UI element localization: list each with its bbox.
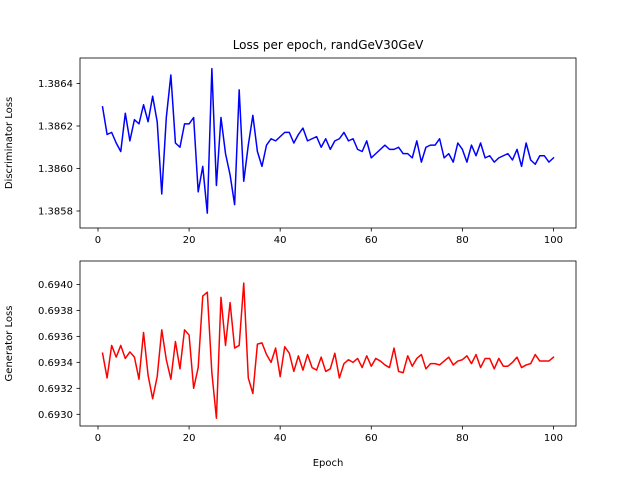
discriminator-loss-panel: 0 20 40 60 80 100 1.3858 1.3860 1.3862 1.3864 Disc… <box>4 57 577 246</box>
generator-x-tick-label: 0 <box>95 433 101 444</box>
discriminator-x-tick-label: 60 <box>365 235 378 246</box>
generator-loss-panel: 0 20 40 60 80 100 0.6930 0.6932 0.6934 0.6936 0.69… <box>4 260 577 469</box>
generator-y-tick-label: 0.6930 <box>38 410 73 421</box>
generator-x-axis-label: Epoch <box>313 458 344 469</box>
generator-x-tick-label: 60 <box>365 433 378 444</box>
discriminator-y-tick-label: 1.3864 <box>38 79 73 90</box>
discriminator-x-tick-label: 40 <box>274 235 287 246</box>
discriminator-x-tick-label: 80 <box>456 235 469 246</box>
generator-y-axis-label: Generator Loss <box>4 306 15 382</box>
generator-axes-frame <box>79 260 577 427</box>
generator-y-tick-label: 0.6936 <box>38 332 73 343</box>
discriminator-y-axis-label: Discriminator Loss <box>4 97 15 189</box>
generator-x-tick-label: 40 <box>274 433 287 444</box>
generator-y-tick-label: 0.6934 <box>38 358 73 369</box>
discriminator-loss-line <box>101 67 555 214</box>
generator-loss-line <box>101 282 555 419</box>
generator-y-tick-label: 0.6938 <box>38 306 73 317</box>
discriminator-y-tick-label: 1.3860 <box>38 164 73 175</box>
generator-x-tick-label: 100 <box>544 433 563 444</box>
discriminator-x-tick-label: 100 <box>544 235 563 246</box>
discriminator-x-tick-label: 0 <box>95 235 101 246</box>
generator-x-tick-label: 20 <box>183 433 196 444</box>
chart-title: Loss per epoch, randGeV30GeV <box>233 38 424 52</box>
discriminator-y-tick-label: 1.3862 <box>38 122 73 133</box>
generator-y-tick-label: 0.6940 <box>38 280 73 291</box>
discriminator-y-tick-label: 1.3858 <box>38 207 73 218</box>
generator-y-tick-label: 0.6932 <box>38 384 73 395</box>
generator-x-tick-label: 80 <box>456 433 469 444</box>
discriminator-x-tick-label: 20 <box>183 235 196 246</box>
discriminator-axes-frame <box>79 57 577 229</box>
